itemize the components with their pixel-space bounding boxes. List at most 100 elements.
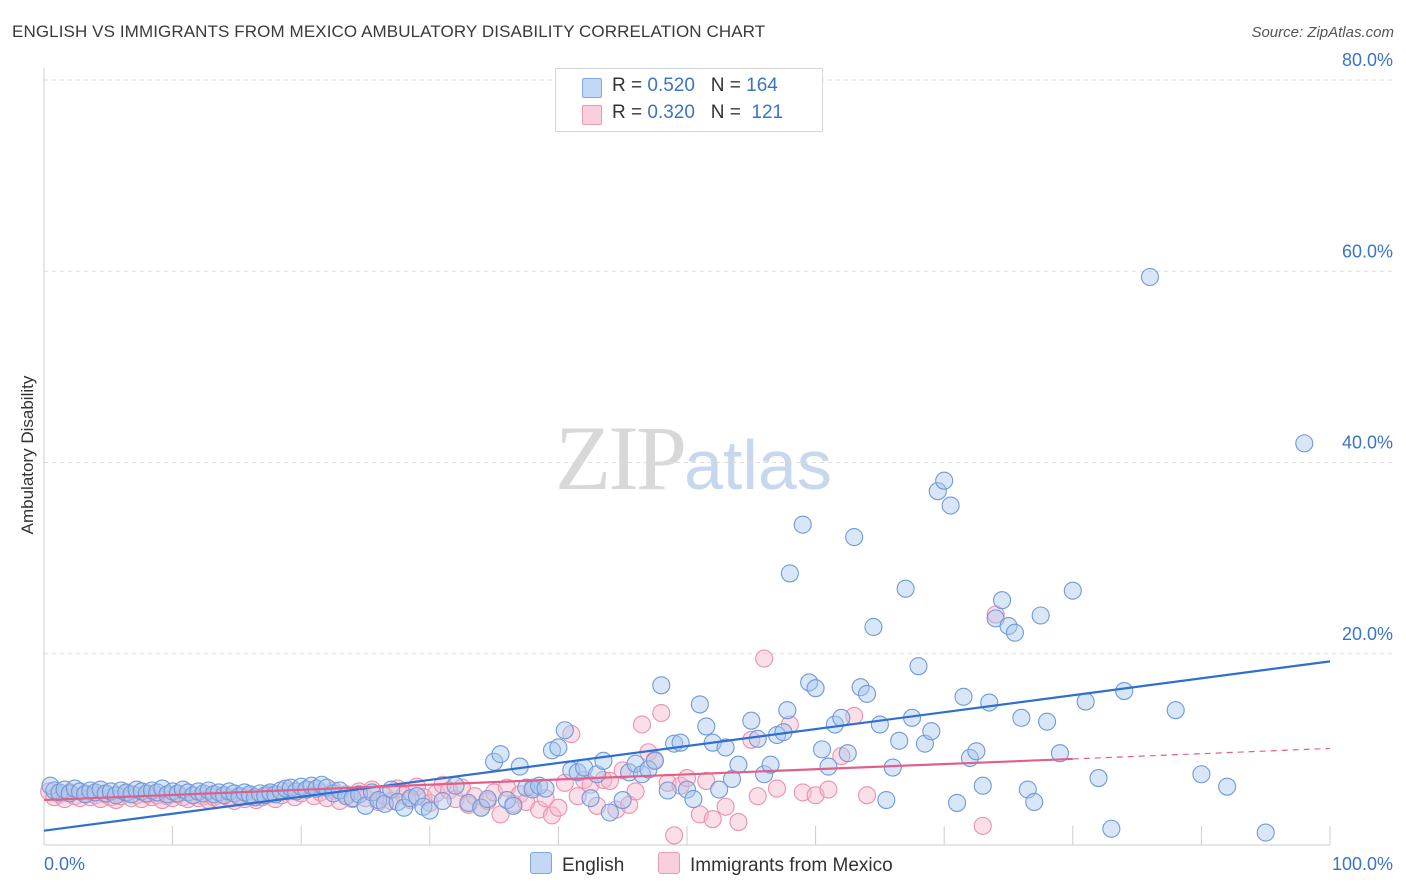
watermark-zip: ZIP [555,407,687,509]
english-point [684,790,703,809]
correlation-legend: R = 0.520 N = 164 R = 0.320 N = 121 [555,68,823,132]
mexico-point [755,649,774,668]
x-tick-label-max: 100.0% [1332,854,1393,874]
english-point [395,798,414,817]
mexico-trend-line [43,757,1073,802]
mexico-point [857,786,877,805]
english-point [742,711,761,730]
bottom-english-label: English [562,855,625,876]
english-point [401,789,420,808]
watermark: ZIPatlas [555,405,832,511]
y-tick-label: 80.0% [1342,50,1393,70]
english-point [1192,765,1211,784]
english-point [729,755,748,774]
english-point [716,738,735,757]
english-point [812,740,832,759]
english-point [864,617,883,637]
english-point [993,591,1012,610]
english-point [491,745,510,764]
english-point [122,785,141,804]
english-point [549,738,568,757]
english-point [780,564,799,583]
english-point [594,751,613,770]
english-point [1089,769,1108,788]
english-point [504,796,523,815]
english-point [890,731,909,750]
english-point [1025,792,1044,812]
english-point [832,708,851,727]
english-point [581,789,600,808]
english-point [1050,744,1069,763]
english-point [1115,681,1134,701]
english-point [1295,434,1314,453]
english-swatch [582,78,602,98]
english-point [1076,692,1095,711]
mexico-point [632,715,652,734]
legend-mexico-r-label: R = [612,102,648,123]
english-point [838,744,857,763]
english-point [778,701,797,720]
english-point [1063,581,1082,600]
english-point [851,678,870,697]
mexico-point [626,782,645,801]
english-point [883,758,902,777]
english-point [106,786,126,805]
english-point [877,791,896,810]
english-point [954,687,973,706]
bottom-mexico-swatch [658,852,680,874]
english-point [909,657,928,676]
legend-english-n-label: N = [710,75,747,96]
mexico-point [729,812,748,832]
mexico-point [665,826,684,845]
english-point [407,787,426,806]
english-point [1012,708,1031,727]
mexico-point [742,730,761,749]
legend-mexico-r-value: 0.320 [647,102,695,123]
y-tick-label: 60.0% [1342,241,1393,261]
english-point [658,781,677,800]
english-point [1102,819,1121,838]
mexico-point [549,798,568,817]
english-point [1140,267,1160,287]
mexico-point [652,703,671,723]
english-point [819,757,838,776]
english-point [536,779,555,798]
english-point [690,695,709,714]
mexico-point [716,797,735,816]
mexico-swatch [582,105,602,125]
english-point [948,793,967,812]
legend-english-n-value: 164 [746,75,778,96]
y-tick-label: 40.0% [1342,433,1393,453]
english-point [555,721,574,740]
english-point [478,790,497,809]
bottom-legend-english[interactable]: English [530,852,624,877]
mexico-point [697,771,716,790]
chart-title: ENGLISH VS IMMIGRANTS FROM MEXICO AMBULA… [12,22,766,41]
bottom-legend-mexico[interactable]: Immigrants from Mexico [658,852,893,877]
english-point [761,755,780,774]
english-point [677,780,697,799]
chart-source: Source: ZipAtlas.com [1251,24,1394,41]
series-mexico-points [40,605,1005,845]
legend-mexico-n-value: 121 [751,102,784,123]
english-point [922,722,941,741]
english-point [446,776,465,795]
english-point [793,515,812,534]
legend-mexico-stats: R = 0.320 N = 121 [612,102,783,124]
english-point [1256,823,1275,842]
x-tick-label-min: 0.0% [44,854,85,874]
english-point [433,791,452,811]
english-point [755,765,774,784]
english-point [645,751,664,770]
grid-lines [44,79,1392,655]
series-english-points [41,267,1314,842]
english-point [973,776,992,795]
english-point [941,496,960,515]
english-point [748,729,767,748]
y-tick-label: 20.0% [1342,624,1393,644]
english-point [806,679,825,698]
english-point [485,752,504,771]
legend-english-r-value: 0.520 [647,75,695,96]
english-point [1166,701,1185,720]
